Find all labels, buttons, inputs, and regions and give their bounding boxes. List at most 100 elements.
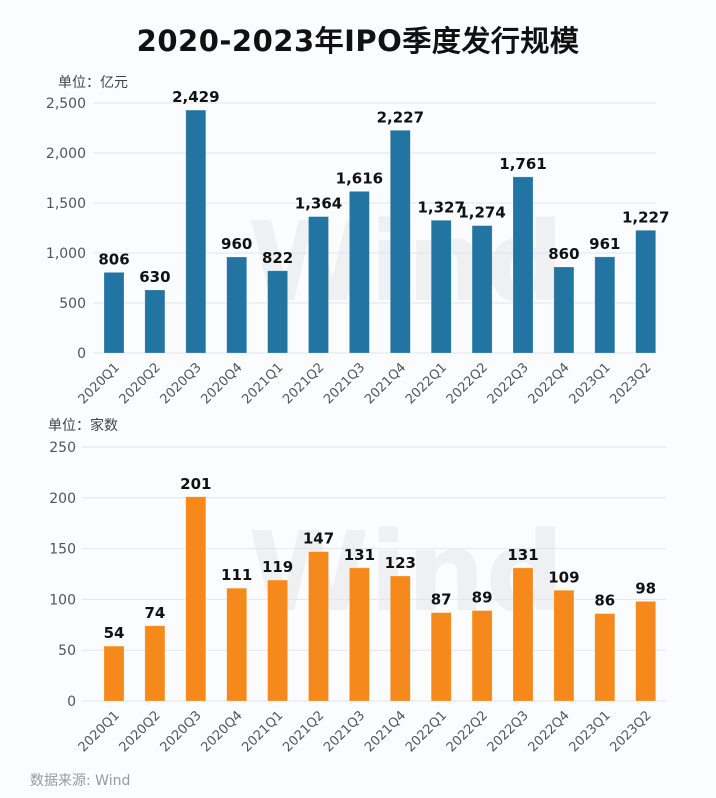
count-x-tick-label: 2022Q1 <box>403 708 450 755</box>
amount-bar <box>389 130 411 354</box>
count-bar <box>471 610 493 702</box>
count-value-label: 147 <box>303 530 334 548</box>
amount-bar <box>553 266 575 354</box>
amount-value-label: 822 <box>262 249 293 267</box>
count-y-tick-label: 100 <box>49 592 76 608</box>
amount-bar <box>308 216 329 354</box>
amount-bar <box>185 109 207 354</box>
count-bar <box>349 567 370 702</box>
count-bar <box>267 579 288 702</box>
count-bar <box>308 551 329 702</box>
amount-bar <box>267 270 288 354</box>
count-x-tick-label: 2023Q1 <box>567 708 614 755</box>
amount-value-label: 1,274 <box>458 204 505 222</box>
count-y-tick-label: 0 <box>67 694 76 710</box>
count-x-tick-label: 2021Q1 <box>239 708 286 755</box>
count-x-tick-label: 2020Q2 <box>117 708 164 755</box>
amount-y-tick-label: 500 <box>59 296 86 312</box>
amount-x-tick-label: 2021Q2 <box>280 360 327 407</box>
amount-bar <box>349 191 370 354</box>
count-value-label: 89 <box>472 589 493 607</box>
amount-x-tick-label: 2021Q1 <box>239 360 286 407</box>
amount-value-label: 806 <box>98 250 129 268</box>
amount-x-tick-label: 2022Q2 <box>444 360 491 407</box>
amount-x-tick-label: 2023Q1 <box>567 360 614 407</box>
amount-value-label: 961 <box>589 235 620 253</box>
amount-value-label: 1,616 <box>336 169 383 187</box>
amount-x-tick-label: 2021Q4 <box>362 360 409 407</box>
count-x-tick-label: 2020Q3 <box>158 708 205 755</box>
count-x-tick-label: 2021Q2 <box>280 708 327 755</box>
count-x-tick-label: 2021Q3 <box>321 708 368 755</box>
count-unit-label: 单位：家数 <box>48 418 118 434</box>
amount-bar <box>226 256 247 354</box>
amount-y-tick-label: 2,000 <box>46 146 86 162</box>
amount-unit-label: 单位：亿元 <box>58 75 128 91</box>
amount-value-label: 630 <box>139 268 170 286</box>
count-value-label: 109 <box>548 568 579 586</box>
count-x-tick-label: 2022Q4 <box>526 708 573 755</box>
amount-y-tick-label: 2,500 <box>46 96 86 112</box>
amount-x-tick-label: 2022Q4 <box>526 360 573 407</box>
amount-bar <box>635 230 657 354</box>
count-value-label: 119 <box>262 558 293 576</box>
amount-x-tick-label: 2022Q3 <box>485 360 532 407</box>
amount-bar <box>144 289 166 354</box>
amount-x-tick-label: 2020Q2 <box>117 360 164 407</box>
count-y-tick-label: 250 <box>49 440 76 456</box>
amount-y-tick-label: 0 <box>77 346 86 362</box>
count-value-label: 74 <box>144 604 165 622</box>
count-bar <box>103 645 125 702</box>
count-y-tick-label: 200 <box>49 491 76 507</box>
count-x-tick-label: 2022Q3 <box>485 708 532 755</box>
count-x-tick-label: 2022Q2 <box>444 708 491 755</box>
amount-x-tick-label: 2022Q1 <box>403 360 450 407</box>
count-value-label: 111 <box>221 566 252 584</box>
count-bar <box>512 567 534 702</box>
amount-value-label: 860 <box>548 245 579 263</box>
amount-bar <box>471 225 493 354</box>
count-bar <box>635 601 657 702</box>
amount-bar <box>103 272 125 354</box>
count-bar <box>389 575 411 702</box>
amount-x-tick-label: 2020Q4 <box>198 360 245 407</box>
amount-x-tick-label: 2020Q1 <box>76 360 123 407</box>
count-x-tick-label: 2023Q2 <box>607 708 654 755</box>
count-y-tick-label: 150 <box>49 542 76 558</box>
count-value-label: 131 <box>344 546 375 564</box>
amount-x-tick-label: 2020Q3 <box>158 360 205 407</box>
count-x-tick-label: 2020Q1 <box>76 708 123 755</box>
amount-value-label: 1,227 <box>622 208 669 226</box>
amount-bar <box>430 220 452 354</box>
count-bar <box>226 587 247 702</box>
amount-value-label: 2,227 <box>377 108 424 126</box>
amount-x-tick-label: 2021Q3 <box>321 360 368 407</box>
count-x-tick-label: 2020Q4 <box>198 708 245 755</box>
count-bar <box>594 613 616 702</box>
amount-bar <box>512 176 534 354</box>
count-y-tick-label: 50 <box>58 643 76 659</box>
count-bar <box>185 496 207 702</box>
amount-value-label: 1,327 <box>417 198 464 216</box>
count-bar <box>553 589 575 702</box>
chart-title: 2020-2023年IPO季度发行规模 <box>136 24 580 58</box>
count-bar <box>430 612 452 702</box>
amount-value-label: 2,429 <box>172 88 219 106</box>
count-value-label: 87 <box>431 591 452 609</box>
data-source-note: 数据来源: Wind <box>30 773 131 789</box>
count-x-tick-label: 2021Q4 <box>362 708 409 755</box>
count-value-label: 131 <box>507 546 538 564</box>
count-value-label: 201 <box>180 475 211 493</box>
amount-value-label: 1,364 <box>295 195 342 213</box>
amount-bar <box>594 256 616 354</box>
count-value-label: 86 <box>594 592 615 610</box>
amount-y-tick-label: 1,000 <box>46 246 86 262</box>
amount-value-label: 1,761 <box>499 155 546 173</box>
count-value-label: 54 <box>104 624 125 642</box>
amount-y-tick-label: 1,500 <box>46 196 86 212</box>
amount-value-label: 960 <box>221 235 252 253</box>
count-value-label: 98 <box>635 579 656 597</box>
count-bar <box>144 625 166 702</box>
count-value-label: 123 <box>385 554 416 572</box>
